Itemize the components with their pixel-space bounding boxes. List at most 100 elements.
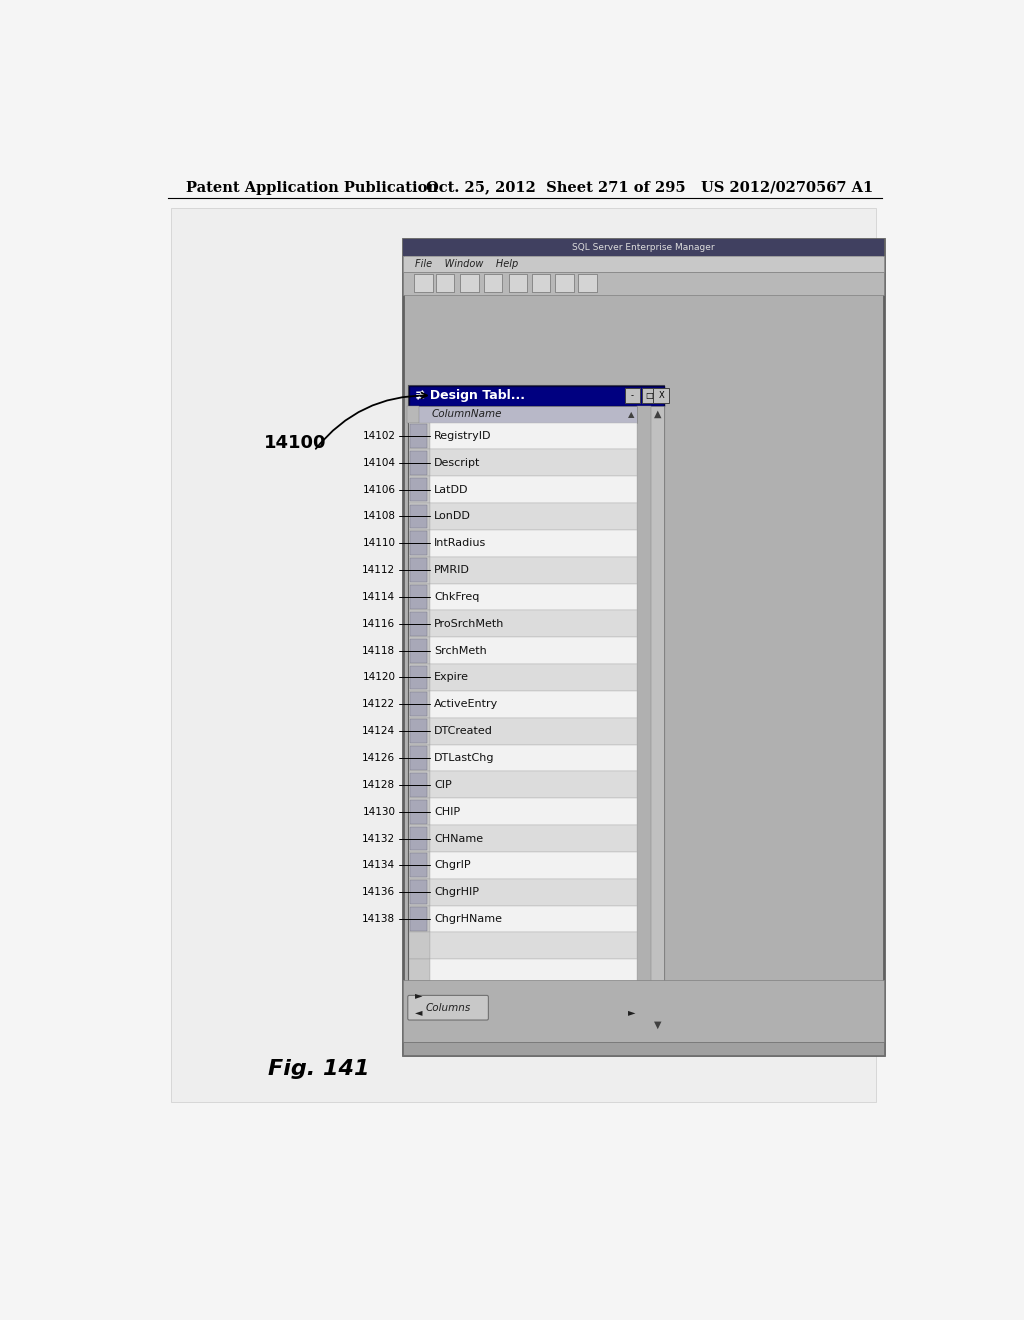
Text: LonDD: LonDD <box>434 511 471 521</box>
FancyBboxPatch shape <box>625 388 640 404</box>
FancyBboxPatch shape <box>430 503 637 529</box>
Text: Expire: Expire <box>434 672 469 682</box>
Text: 14112: 14112 <box>362 565 395 576</box>
FancyBboxPatch shape <box>509 275 527 293</box>
FancyBboxPatch shape <box>410 558 427 582</box>
FancyBboxPatch shape <box>409 385 665 1032</box>
FancyBboxPatch shape <box>653 388 669 404</box>
FancyBboxPatch shape <box>409 610 430 638</box>
FancyBboxPatch shape <box>410 532 427 556</box>
Text: 14106: 14106 <box>362 484 395 495</box>
FancyBboxPatch shape <box>410 693 427 717</box>
FancyBboxPatch shape <box>410 854 427 878</box>
FancyBboxPatch shape <box>403 239 884 256</box>
Text: Columns: Columns <box>425 1003 471 1012</box>
Text: Patent Application Publication: Patent Application Publication <box>186 181 438 194</box>
Text: ChgrHIP: ChgrHIP <box>434 887 479 898</box>
Text: ►: ► <box>628 1007 635 1018</box>
FancyBboxPatch shape <box>409 1005 637 1020</box>
Text: ≢ Design Tabl...: ≢ Design Tabl... <box>415 389 524 403</box>
FancyBboxPatch shape <box>408 995 488 1020</box>
Text: ▼: ▼ <box>653 1019 662 1030</box>
Text: ProSrchMeth: ProSrchMeth <box>434 619 505 628</box>
FancyBboxPatch shape <box>410 719 427 743</box>
Text: 14110: 14110 <box>362 539 395 548</box>
FancyBboxPatch shape <box>579 275 597 293</box>
Text: DTCreated: DTCreated <box>434 726 493 737</box>
Text: 14134: 14134 <box>362 861 395 870</box>
Text: DTLastChg: DTLastChg <box>434 752 495 763</box>
Text: 14136: 14136 <box>362 887 395 898</box>
FancyBboxPatch shape <box>430 906 637 932</box>
Text: 14118: 14118 <box>362 645 395 656</box>
FancyBboxPatch shape <box>483 275 503 293</box>
FancyBboxPatch shape <box>409 385 665 405</box>
FancyBboxPatch shape <box>409 960 430 986</box>
FancyBboxPatch shape <box>410 880 427 904</box>
Text: 14104: 14104 <box>362 458 395 467</box>
FancyBboxPatch shape <box>409 449 430 477</box>
FancyBboxPatch shape <box>409 690 430 718</box>
Text: IntRadius: IntRadius <box>434 539 486 548</box>
FancyBboxPatch shape <box>409 422 430 449</box>
Text: 14100: 14100 <box>263 434 326 453</box>
FancyBboxPatch shape <box>403 239 884 1056</box>
FancyBboxPatch shape <box>430 799 637 825</box>
FancyBboxPatch shape <box>409 879 430 906</box>
Text: ChkFreq: ChkFreq <box>434 591 479 602</box>
FancyBboxPatch shape <box>410 826 427 850</box>
FancyBboxPatch shape <box>409 557 430 583</box>
FancyBboxPatch shape <box>430 529 637 557</box>
FancyBboxPatch shape <box>435 275 455 293</box>
FancyBboxPatch shape <box>410 424 427 447</box>
FancyBboxPatch shape <box>461 275 479 293</box>
Text: File    Window    Help: File Window Help <box>415 259 518 269</box>
FancyBboxPatch shape <box>430 825 637 851</box>
FancyBboxPatch shape <box>410 451 427 475</box>
FancyBboxPatch shape <box>642 388 657 404</box>
Text: CHName: CHName <box>434 833 483 843</box>
FancyBboxPatch shape <box>410 504 427 528</box>
FancyBboxPatch shape <box>410 800 427 824</box>
Text: 14102: 14102 <box>362 430 395 441</box>
FancyBboxPatch shape <box>414 275 432 293</box>
Text: 14108: 14108 <box>362 511 395 521</box>
FancyBboxPatch shape <box>409 799 430 825</box>
FancyBboxPatch shape <box>430 879 637 906</box>
Text: 14130: 14130 <box>362 807 395 817</box>
Text: -: - <box>631 391 634 400</box>
FancyBboxPatch shape <box>430 960 637 986</box>
FancyBboxPatch shape <box>555 275 573 293</box>
FancyBboxPatch shape <box>409 771 430 799</box>
FancyBboxPatch shape <box>430 932 637 960</box>
Text: 14122: 14122 <box>362 700 395 709</box>
Text: ▲: ▲ <box>628 409 634 418</box>
Text: ◄: ◄ <box>415 1007 422 1018</box>
FancyBboxPatch shape <box>409 851 430 879</box>
FancyBboxPatch shape <box>430 583 637 610</box>
FancyBboxPatch shape <box>409 529 430 557</box>
FancyBboxPatch shape <box>409 744 430 771</box>
FancyBboxPatch shape <box>409 503 430 529</box>
FancyBboxPatch shape <box>410 478 427 502</box>
Text: 14116: 14116 <box>362 619 395 628</box>
Text: 14120: 14120 <box>362 672 395 682</box>
FancyBboxPatch shape <box>531 275 550 293</box>
FancyBboxPatch shape <box>403 256 884 272</box>
FancyBboxPatch shape <box>410 585 427 609</box>
FancyBboxPatch shape <box>409 405 637 422</box>
FancyBboxPatch shape <box>171 209 876 1102</box>
Text: ActiveEntry: ActiveEntry <box>434 700 499 709</box>
FancyBboxPatch shape <box>430 744 637 771</box>
Text: 14124: 14124 <box>362 726 395 737</box>
Text: ChgrIP: ChgrIP <box>434 861 471 870</box>
FancyBboxPatch shape <box>409 987 637 1003</box>
FancyBboxPatch shape <box>403 979 884 1041</box>
FancyBboxPatch shape <box>430 610 637 638</box>
FancyBboxPatch shape <box>410 774 427 797</box>
FancyBboxPatch shape <box>409 906 430 932</box>
Text: 14128: 14128 <box>362 780 395 789</box>
FancyBboxPatch shape <box>409 718 430 744</box>
FancyBboxPatch shape <box>409 477 430 503</box>
FancyBboxPatch shape <box>410 907 427 931</box>
